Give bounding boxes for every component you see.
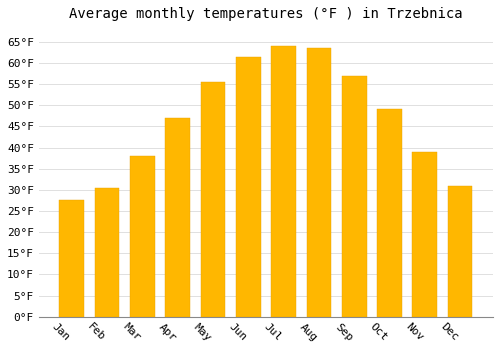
Bar xyxy=(377,110,402,317)
Bar xyxy=(200,82,226,317)
Bar xyxy=(60,201,84,317)
Bar xyxy=(94,188,120,317)
Bar xyxy=(166,118,190,317)
Bar xyxy=(412,152,437,317)
Bar xyxy=(236,57,260,317)
Bar xyxy=(306,48,331,317)
Title: Average monthly temperatures (°F ) in Trzebnica: Average monthly temperatures (°F ) in Tr… xyxy=(69,7,462,21)
Bar xyxy=(448,186,472,317)
Bar xyxy=(271,46,296,317)
Bar xyxy=(342,76,366,317)
Bar xyxy=(130,156,155,317)
